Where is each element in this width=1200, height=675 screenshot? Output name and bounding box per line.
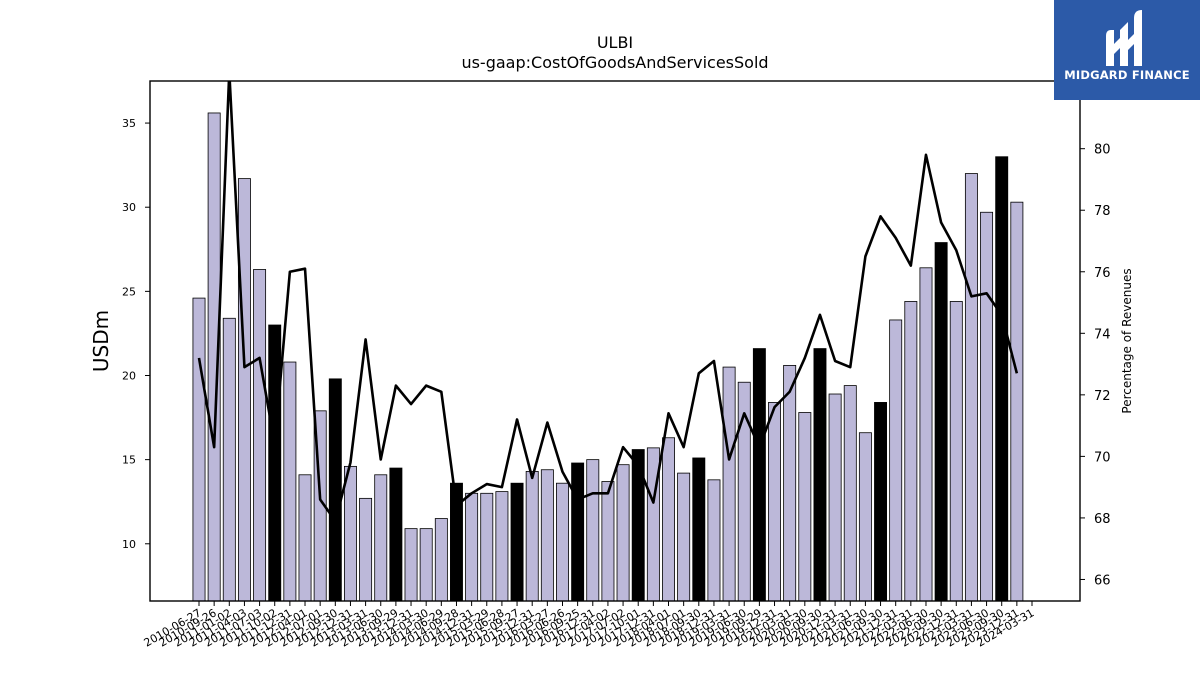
bar <box>919 267 933 602</box>
bar <box>980 211 994 602</box>
bar <box>752 348 766 602</box>
bar <box>616 464 630 602</box>
y2-tick-label: 70 <box>1094 450 1111 465</box>
bar <box>995 156 1009 602</box>
bar <box>964 173 978 602</box>
bar <box>874 402 888 602</box>
bar <box>631 449 645 602</box>
y2-axis-label: Percentage of Revenues <box>1120 268 1134 413</box>
bar <box>768 402 781 602</box>
bar <box>934 242 948 602</box>
bar <box>222 317 236 602</box>
bar <box>495 491 509 602</box>
y-axis-label: USDm <box>89 310 113 372</box>
line-series <box>197 81 1019 523</box>
bar <box>858 432 872 602</box>
bar <box>798 412 812 602</box>
y2-tick-label: 74 <box>1094 327 1111 342</box>
bar <box>389 467 403 602</box>
bar <box>237 178 251 602</box>
bar <box>343 465 357 602</box>
bar <box>283 361 297 602</box>
bar <box>707 479 721 602</box>
y-tick-label: 10 <box>122 538 136 551</box>
bar <box>298 474 312 602</box>
bar <box>359 497 373 602</box>
chart-subtitle: us-gaap:CostOfGoodsAndServicesSold <box>461 53 768 72</box>
bar <box>904 301 918 602</box>
bar <box>662 437 675 602</box>
line-path <box>197 81 1019 523</box>
bar <box>328 378 342 602</box>
bar <box>253 269 267 602</box>
y-tick-label: 30 <box>122 201 136 214</box>
bar <box>419 528 433 602</box>
y-tick-label: 35 <box>122 117 136 130</box>
logo-text: MIDGARD FINANCE <box>1064 68 1190 82</box>
y-tick-label: 15 <box>122 454 136 467</box>
bar <box>556 482 569 602</box>
bar <box>510 482 524 602</box>
axes: 10152025303566687072747678802010-06-2720… <box>122 80 1111 650</box>
bar <box>586 459 600 602</box>
bar <box>722 366 736 602</box>
bar <box>601 481 615 602</box>
bar <box>540 469 554 602</box>
y-tick-label: 25 <box>122 285 136 298</box>
bar <box>783 364 797 602</box>
y2-tick-label: 72 <box>1094 389 1111 404</box>
bar <box>843 385 857 602</box>
bar <box>465 492 479 602</box>
y2-tick-label: 66 <box>1094 573 1111 588</box>
bar <box>480 492 494 602</box>
bar <box>949 301 963 602</box>
y-tick-label: 20 <box>122 369 136 382</box>
y2-tick-label: 76 <box>1094 266 1111 281</box>
midgard-logo-icon <box>1106 10 1142 66</box>
plot-frame <box>149 80 1081 602</box>
bar <box>692 457 706 602</box>
bar-series <box>192 112 1024 602</box>
bar <box>677 472 691 602</box>
bar <box>268 324 282 602</box>
bar <box>571 462 585 602</box>
bar <box>828 393 842 602</box>
bar <box>404 528 418 602</box>
y2-tick-label: 68 <box>1094 512 1111 527</box>
bar <box>1010 201 1024 602</box>
bar <box>192 297 206 602</box>
chart-title: ULBI <box>597 33 633 52</box>
y2-tick-label: 80 <box>1094 143 1111 158</box>
logo: MIDGARD FINANCE <box>1054 0 1200 100</box>
bar <box>813 348 827 602</box>
bar <box>434 518 448 602</box>
bar <box>889 319 903 602</box>
y2-tick-label: 78 <box>1094 204 1111 219</box>
bar <box>374 474 388 602</box>
bar <box>525 471 539 602</box>
